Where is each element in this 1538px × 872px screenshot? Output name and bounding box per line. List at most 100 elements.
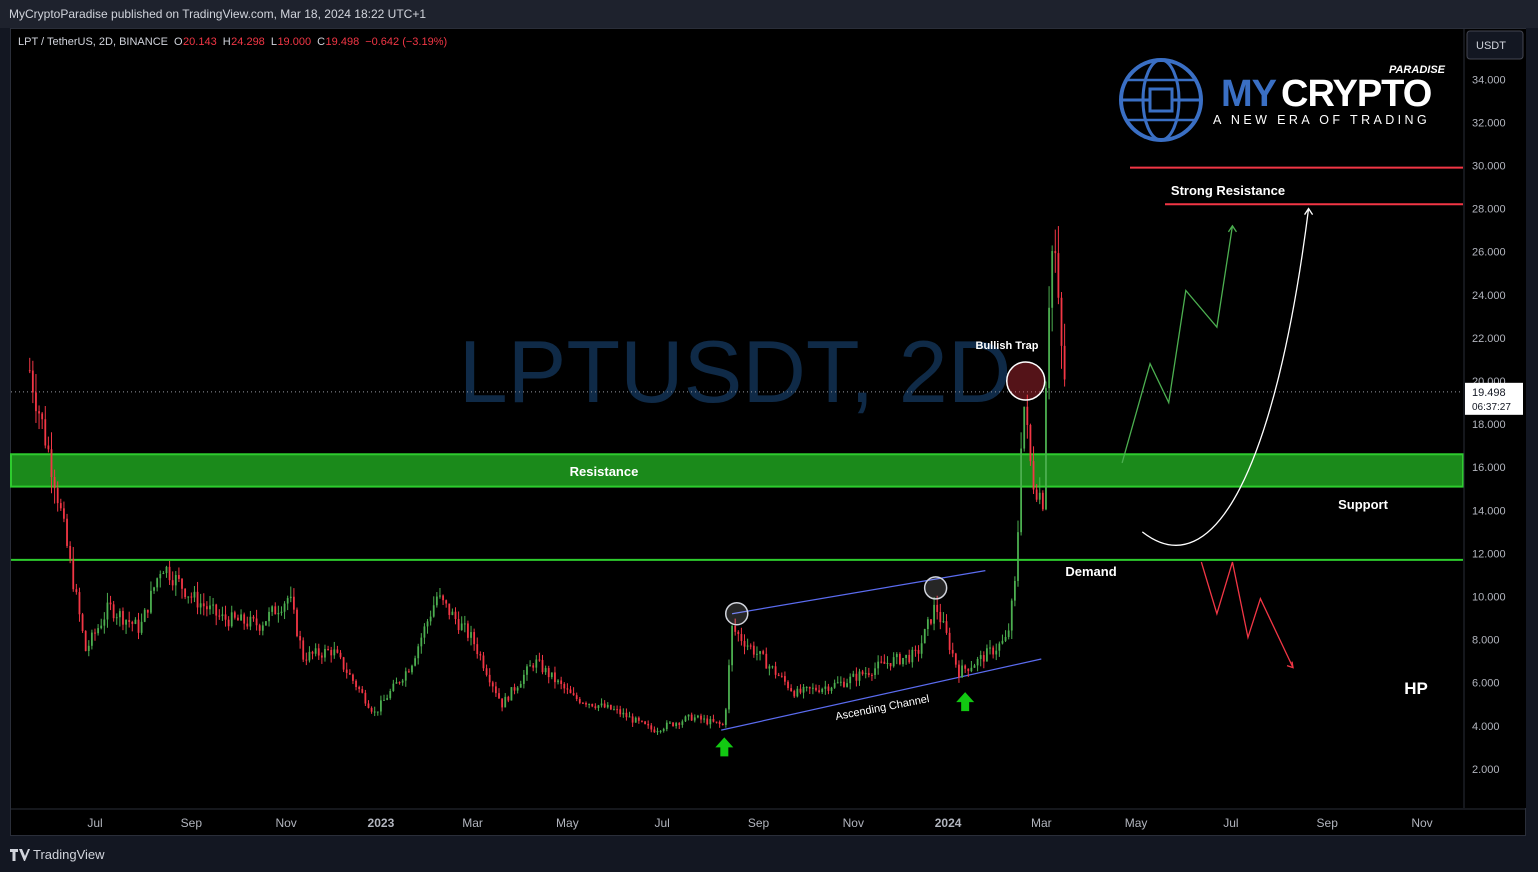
- candle-body: [473, 632, 476, 645]
- candle-body: [308, 651, 311, 661]
- candle-body: [575, 695, 578, 700]
- candle-body: [1051, 251, 1054, 308]
- logo-crypto: CRYPTO: [1281, 73, 1431, 115]
- channel-upper-line[interactable]: [731, 570, 986, 615]
- candle-body: [585, 702, 587, 705]
- candle-body: [407, 671, 410, 673]
- candle-body: [134, 619, 137, 624]
- candle-body: [1004, 636, 1007, 641]
- candle-body: [625, 712, 628, 718]
- candle-body: [821, 688, 824, 693]
- candle-body: [961, 665, 963, 678]
- candle-body: [986, 648, 988, 662]
- candle-body: [926, 619, 929, 630]
- candle-body: [709, 719, 712, 725]
- candle-body: [339, 652, 342, 658]
- candle-body: [100, 625, 103, 629]
- currency-button[interactable]: USDT: [1466, 30, 1524, 60]
- candle-body: [1060, 297, 1063, 346]
- legend-part: −0.642 (−3.19%): [365, 36, 447, 48]
- price-tick: 12.000: [1472, 548, 1506, 560]
- candle-body: [414, 658, 416, 666]
- candle-body: [389, 691, 392, 699]
- channel-lower-line[interactable]: [721, 658, 1042, 731]
- candle-body: [992, 647, 995, 655]
- candle-body: [81, 614, 84, 631]
- candle-body: [258, 625, 261, 631]
- candle-body: [327, 648, 329, 650]
- resistance-zone[interactable]: [10, 453, 1464, 488]
- candle-body: [118, 611, 121, 618]
- price-tick: 22.000: [1472, 333, 1506, 345]
- candle-body: [423, 626, 426, 638]
- candle-body: [1038, 492, 1041, 500]
- candle-body: [1032, 461, 1035, 490]
- hp-label: HP: [1404, 679, 1428, 698]
- strong-resistance-label: Strong Resistance: [1171, 183, 1285, 198]
- candle-body: [1010, 600, 1013, 631]
- candle-body: [765, 653, 768, 669]
- candle-body: [482, 655, 485, 669]
- candle-body: [951, 649, 954, 654]
- candle-body: [874, 668, 876, 675]
- candle-body: [936, 604, 939, 613]
- candle-body: [839, 681, 842, 683]
- candle-body: [103, 619, 106, 626]
- highlight-circle: [923, 576, 948, 600]
- candle-body: [902, 657, 904, 665]
- time-axis[interactable]: Jul Sep Nov 2023 Mar May Jul Sep Nov 2024 Mar May Ju…: [11, 808, 1525, 835]
- candle-body: [749, 645, 752, 647]
- candle-body: [703, 718, 706, 720]
- price-tick: 34.000: [1472, 74, 1506, 86]
- candle-body: [613, 709, 615, 711]
- candle-body: [687, 714, 690, 717]
- candle-body: [451, 611, 454, 615]
- candle-body: [47, 445, 50, 450]
- candle-body: [280, 611, 283, 613]
- candle-body: [41, 413, 44, 420]
- legend-part: LPT / TetherUS, 2D, BINANCE: [18, 36, 168, 48]
- candle-body: [740, 634, 743, 641]
- candle-body: [205, 606, 208, 610]
- candle-body: [143, 609, 146, 622]
- candle-body: [153, 587, 155, 591]
- candle-body: [165, 566, 168, 574]
- price-axis[interactable]: 34.000 32.000 30.000 28.000 26.000 24.000 22.0…: [1463, 29, 1526, 808]
- green-up-arrow-icon: [715, 737, 734, 757]
- candle-body: [914, 649, 917, 651]
- candle-body: [38, 411, 40, 414]
- candle-body: [808, 686, 811, 689]
- candle-body: [989, 647, 991, 649]
- candle-body: [50, 449, 53, 478]
- candle-body: [330, 649, 333, 656]
- watermark-ticker: LPTUSDT, 2D: [459, 322, 1012, 421]
- candle-body: [193, 591, 196, 598]
- candle-body: [880, 661, 883, 663]
- time-tick: Nov: [275, 816, 296, 830]
- publisher-text: MyCryptoParadise published on TradingVie…: [9, 7, 427, 21]
- candle-body: [44, 419, 47, 446]
- price-axis-bg: [1464, 29, 1526, 808]
- candle-body: [97, 628, 100, 634]
- candle-body: [964, 665, 967, 669]
- candle-body: [1057, 253, 1060, 298]
- candle-body: [877, 661, 880, 669]
- candle-body: [1023, 406, 1026, 449]
- candle-body: [66, 518, 68, 546]
- candle-body: [507, 696, 510, 701]
- candle-body: [771, 666, 774, 668]
- chart-frame[interactable]: [10, 28, 1526, 836]
- logo-paradise: PARADISE: [1389, 64, 1446, 76]
- candle-body: [448, 603, 451, 615]
- price-tick: 8.000: [1472, 635, 1500, 647]
- symbol-legend[interactable]: LPT / TetherUS, 2D, BINANCE O 20.143 H 24.29…: [18, 36, 447, 48]
- tradingview-icon: [10, 849, 30, 861]
- candle-body: [516, 687, 519, 691]
- candle-body: [435, 596, 438, 606]
- candle-body: [696, 715, 699, 718]
- candle-body: [383, 699, 385, 701]
- price-tick: 14.000: [1472, 505, 1506, 517]
- candle-body: [345, 669, 348, 673]
- time-tick: Mar: [1031, 816, 1052, 830]
